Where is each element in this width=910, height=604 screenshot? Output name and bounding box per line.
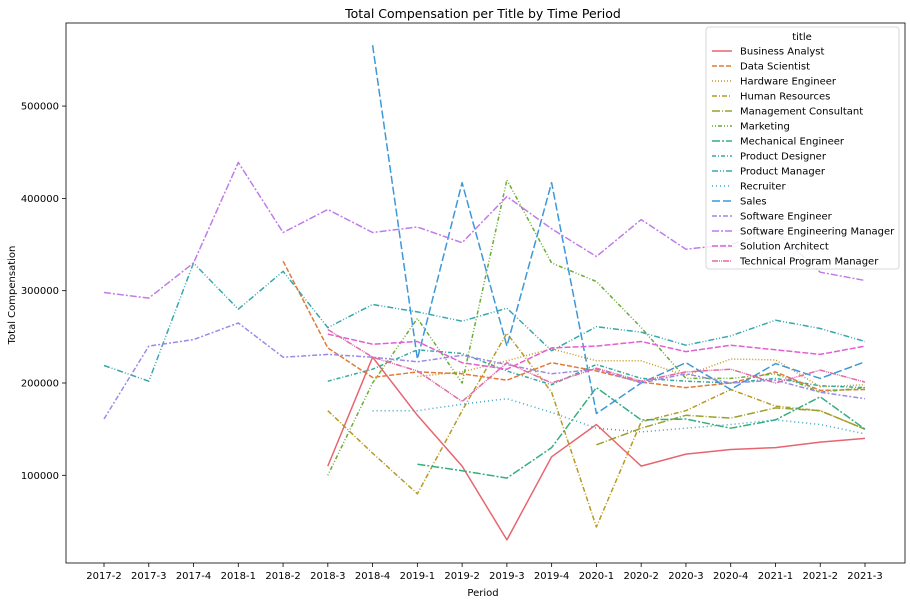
plot-area [65, 22, 906, 564]
x-tick-label: 2020-4 [713, 571, 748, 582]
x-tick-label: 2021-1 [758, 571, 793, 582]
x-tick-label: 2018-1 [221, 571, 256, 582]
series-line-0 [327, 356, 866, 541]
x-tick-label: 2017-4 [176, 571, 211, 582]
series-line-14 [327, 328, 866, 403]
x-axis: 2017-2 2017-3 2017-4 2018-1 2018-2 2018-3 2018… [86, 563, 883, 582]
legend-entry: Technical Program Manager [739, 257, 879, 268]
legend-entry: Data Scientist [740, 62, 810, 73]
y-tick-label: 200000 [21, 379, 59, 390]
x-axis-label: Period [467, 588, 498, 599]
legend-entry: Solution Architect [740, 242, 829, 253]
legend-entry: Recruiter [740, 182, 786, 193]
legend-entry: Hardware Engineer [740, 77, 837, 88]
legend-entry: Software Engineer [740, 212, 833, 223]
x-tick-label: 2020-1 [579, 571, 614, 582]
legend-entry: Business Analyst [740, 47, 824, 58]
legend-entry: Software Engineering Manager [740, 227, 895, 238]
legend-entry: Product Designer [740, 152, 827, 163]
x-tick-label: 2017-2 [86, 571, 121, 582]
y-axis-label: Total Compensation [7, 246, 18, 346]
series-line-3 [327, 332, 866, 528]
series-line-7 [327, 349, 866, 389]
legend-entry: Management Consultant [740, 107, 863, 118]
series-line-4 [596, 407, 866, 446]
legend-entry: Human Resources [740, 92, 830, 103]
chart-title: Total Compensation per Title by Time Per… [344, 6, 621, 21]
series-line-13 [327, 333, 866, 370]
x-tick-label: 2020-3 [668, 571, 703, 582]
series-line-8 [103, 262, 866, 382]
x-tick-label: 2017-3 [131, 571, 166, 582]
x-tick-label: 2018-2 [265, 571, 300, 582]
y-tick-label: 100000 [21, 471, 59, 482]
legend: title Business Analyst Data Scientist Hard… [705, 26, 900, 270]
series-line-10 [371, 45, 866, 415]
legend-entry: Marketing [740, 122, 790, 133]
y-axis: 100000 200000 300000 400000 500000 [21, 102, 66, 482]
x-tick-label: 2019-1 [400, 571, 435, 582]
legend-entry: Sales [740, 197, 767, 208]
x-tick-label: 2021-3 [847, 571, 882, 582]
y-tick-label: 300000 [21, 286, 59, 297]
x-tick-label: 2021-2 [803, 571, 838, 582]
x-tick-label: 2019-3 [489, 571, 524, 582]
series-line-11 [103, 322, 866, 420]
series-lines [103, 45, 866, 541]
x-tick-label: 2019-2 [444, 571, 479, 582]
series-line-6 [417, 386, 866, 479]
x-tick-label: 2019-4 [534, 571, 569, 582]
y-tick-label: 400000 [21, 194, 59, 205]
y-tick-label: 500000 [21, 102, 59, 113]
legend-entry: Product Manager [740, 167, 826, 178]
legend-box [705, 26, 900, 270]
series-line-9 [372, 397, 866, 435]
series-line-1 [282, 260, 866, 392]
legend-entry: Mechanical Engineer [740, 137, 845, 148]
x-tick-label: 2018-4 [355, 571, 390, 582]
x-tick-label: 2018-3 [310, 571, 345, 582]
x-tick-label: 2020-2 [623, 571, 658, 582]
legend-title: title [792, 32, 812, 43]
